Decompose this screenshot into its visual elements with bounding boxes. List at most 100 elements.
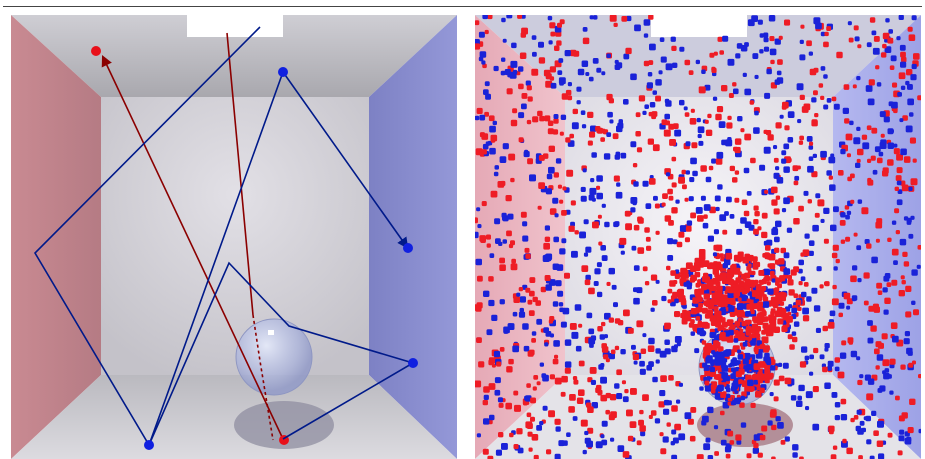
photon-particle	[604, 312, 611, 320]
photon-particle	[830, 454, 837, 459]
photon-particle	[674, 274, 680, 280]
photon-particle	[743, 352, 751, 360]
photon-particle	[838, 302, 845, 309]
photon-particle	[580, 110, 586, 115]
photon-particle	[799, 39, 804, 44]
photon-particle	[667, 299, 672, 304]
photon-particle	[740, 128, 745, 133]
photon-particle	[688, 196, 694, 202]
photon-particle	[615, 191, 623, 199]
photon-particle	[731, 263, 737, 269]
photon-particle	[576, 100, 581, 105]
photon-particle	[737, 297, 742, 302]
photon-particle	[588, 76, 594, 82]
photon-particle	[636, 147, 643, 153]
photon-particle	[582, 37, 590, 45]
photon-particle	[879, 111, 886, 118]
photon-particle	[848, 340, 853, 345]
photon-particle	[853, 415, 859, 420]
photon-particle	[506, 366, 513, 373]
photon-particle	[671, 182, 677, 188]
photon-particle	[744, 133, 752, 141]
photon-particle	[741, 199, 748, 206]
photon-particle	[773, 172, 780, 179]
photon-particle	[722, 35, 729, 42]
photon-particle	[726, 272, 733, 279]
photon-particle	[678, 382, 683, 387]
photon-particle	[685, 141, 691, 147]
photon-particle	[494, 165, 499, 170]
photon-particle	[529, 174, 536, 182]
photon-particle	[788, 304, 793, 309]
photon-particle	[714, 451, 719, 456]
photon-particle	[554, 354, 559, 359]
photon-particle	[601, 321, 606, 327]
photon-particle	[527, 431, 533, 437]
photon-particle	[711, 158, 717, 164]
photon-particle	[909, 137, 916, 144]
photon-particle	[668, 220, 674, 226]
photon-particle	[751, 15, 758, 22]
photon-particle	[826, 170, 832, 176]
photon-particle	[643, 60, 650, 67]
photon-particle	[780, 439, 786, 445]
photon-particle	[659, 37, 665, 42]
photon-particle	[579, 231, 586, 239]
photon-particle	[562, 307, 570, 315]
photon-particle	[569, 394, 576, 401]
photon-particle	[883, 372, 890, 380]
photon-particle	[734, 197, 740, 203]
photon-particle	[681, 318, 688, 325]
photon-particle	[618, 119, 623, 124]
photon-particle	[776, 77, 784, 84]
photon-particle	[899, 44, 906, 51]
photon-particle	[815, 327, 821, 333]
photon-particle	[874, 348, 880, 355]
photon-particle	[842, 438, 847, 444]
photon-particle	[596, 384, 602, 391]
photon-particle	[665, 63, 673, 71]
photon-particle	[724, 375, 731, 382]
photon-particle	[526, 383, 531, 388]
photon-particle	[570, 49, 577, 57]
photon-particle	[775, 166, 780, 171]
photon-particle	[489, 414, 495, 421]
photon-particle	[744, 385, 751, 392]
photon-particle	[669, 280, 676, 287]
photon-particle	[900, 275, 905, 280]
photon-particle	[626, 409, 633, 417]
ceiling-light	[187, 15, 283, 37]
photon-particle	[557, 22, 562, 28]
photon-particle	[882, 32, 890, 40]
photon-particle	[783, 268, 791, 275]
photon-particle	[843, 84, 850, 90]
photon-particle	[513, 444, 519, 450]
photon-particle	[631, 344, 636, 350]
photon-particle	[629, 421, 637, 428]
photon-particle	[513, 390, 519, 396]
photon-particle	[525, 253, 531, 259]
photon-particle	[764, 254, 769, 259]
photon-particle	[583, 252, 589, 257]
photon-particle	[826, 98, 832, 103]
top-frame-line	[3, 6, 922, 7]
photon-particle	[797, 395, 802, 401]
photon-particle	[783, 252, 790, 259]
photon-particle	[744, 221, 752, 228]
photon-particle	[487, 15, 493, 20]
photon-particle	[588, 194, 595, 201]
photon-particle	[674, 423, 681, 431]
photon-particle	[545, 284, 552, 291]
photon-particle	[769, 411, 777, 418]
photon-particle	[493, 65, 499, 72]
photon-particle	[790, 269, 797, 276]
photon-particle	[650, 307, 655, 312]
photon-particle	[601, 255, 608, 261]
blue-path-vertex-floor	[144, 440, 154, 450]
photon-particle	[578, 323, 583, 328]
photon-particle	[538, 155, 545, 161]
photon-particle	[745, 330, 751, 336]
photon-particle	[707, 406, 714, 414]
photon-particle	[820, 150, 827, 158]
photon-particle	[510, 177, 515, 183]
